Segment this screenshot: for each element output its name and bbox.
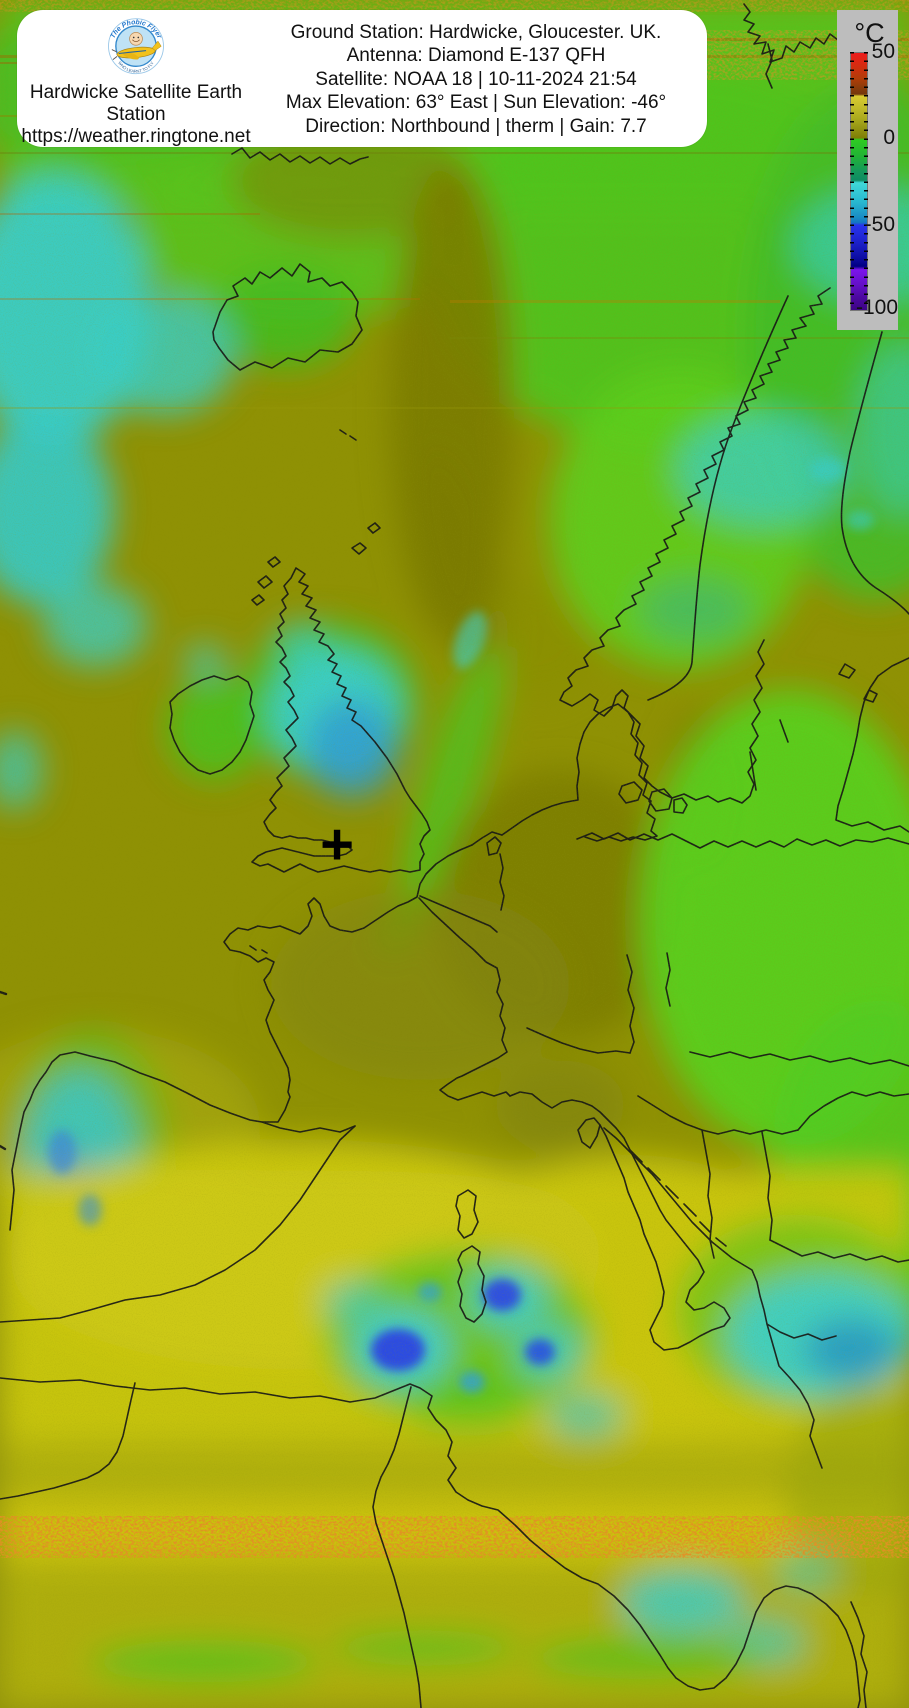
info-line-antenna: Antenna: Diamond E-137 QFH	[346, 45, 606, 67]
scale-unit-label: °C	[854, 18, 885, 48]
info-line-ground-station: Ground Station: Hardwicke, Gloucester. U…	[290, 21, 662, 43]
info-banner: The Phobic Flyer WHO LEARNT TO FLY	[17, 10, 707, 147]
scale-tick-0: 0	[883, 126, 895, 149]
scale-tick-50: 50	[871, 40, 895, 63]
colorbar-ticks-left	[850, 52, 854, 311]
logo-plane	[111, 40, 162, 60]
pass-info-block: Ground Station: Hardwicke, Gloucester. U…	[255, 10, 707, 147]
ground-station-marker: +	[320, 812, 354, 877]
station-identity: The Phobic Flyer WHO LEARNT TO FLY	[17, 10, 255, 147]
scale-tick-minus50: -50	[864, 213, 895, 236]
phobic-flyer-logo-icon: The Phobic Flyer WHO LEARNT TO FLY	[88, 15, 184, 81]
info-line-direction: Direction: Northbound | therm | Gain: 7.…	[305, 115, 647, 137]
station-name: Hardwicke Satellite Earth Station	[29, 82, 243, 125]
station-url: https://weather.ringtone.net	[21, 126, 251, 147]
temperature-scale-panel: °C 50 0 -50 -100	[837, 10, 898, 330]
info-line-elevation: Max Elevation: 63° East | Sun Elevation:…	[285, 92, 667, 114]
scale-tick-minus100: -100	[855, 296, 898, 319]
info-line-satellite: Satellite: NOAA 18 | 10-11-2024 21:54	[315, 68, 637, 90]
logo-pilot-face	[129, 32, 143, 46]
colorbar-ticks-right	[864, 52, 868, 311]
